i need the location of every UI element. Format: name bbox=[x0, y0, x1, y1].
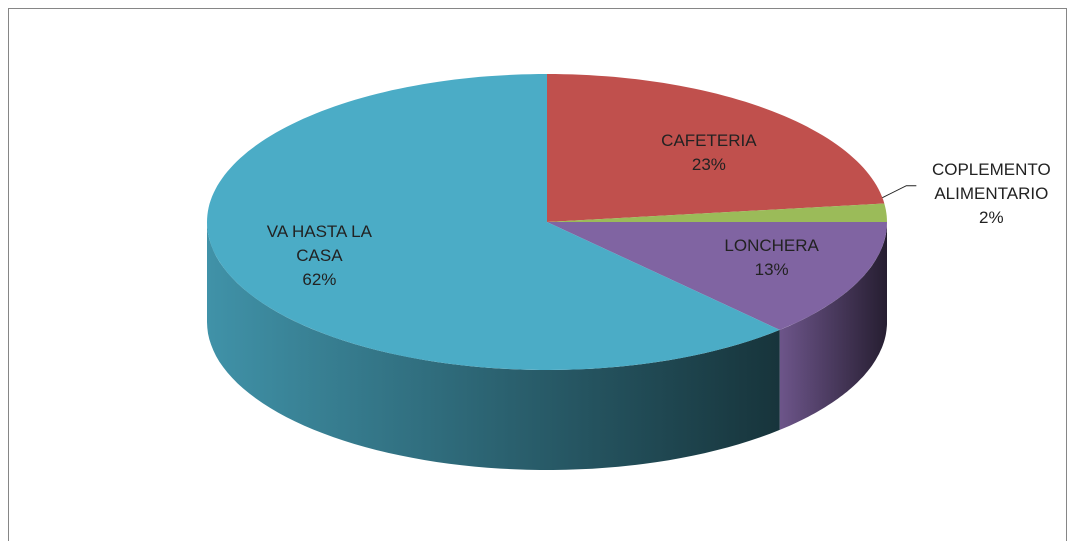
slice-label: COPLEMENTO ALIMENTARIO 2% bbox=[926, 158, 1056, 230]
chart-frame bbox=[8, 8, 1067, 541]
category-label: COPLEMENTO ALIMENTARIO bbox=[931, 159, 1051, 203]
slice-side bbox=[207, 222, 780, 470]
value-label: 2% bbox=[979, 207, 1004, 227]
slice bbox=[547, 203, 887, 222]
slice bbox=[547, 74, 885, 222]
category-label: LONCHERA bbox=[724, 236, 819, 256]
slice-label: LONCHERA 13% bbox=[707, 234, 837, 282]
slice bbox=[547, 222, 887, 330]
value-label: 23% bbox=[691, 155, 726, 175]
slice-label: CAFETERIA 23% bbox=[644, 129, 774, 177]
value-label: 13% bbox=[754, 260, 789, 280]
slice-side bbox=[779, 222, 887, 430]
slice bbox=[207, 74, 780, 370]
value-label: 62% bbox=[302, 269, 337, 289]
category-label: CAFETERIA bbox=[661, 131, 757, 151]
leader-line bbox=[882, 185, 917, 199]
slice-label: VA HASTA LA CASA 62% bbox=[254, 220, 384, 292]
category-label: VA HASTA LA CASA bbox=[266, 221, 372, 265]
